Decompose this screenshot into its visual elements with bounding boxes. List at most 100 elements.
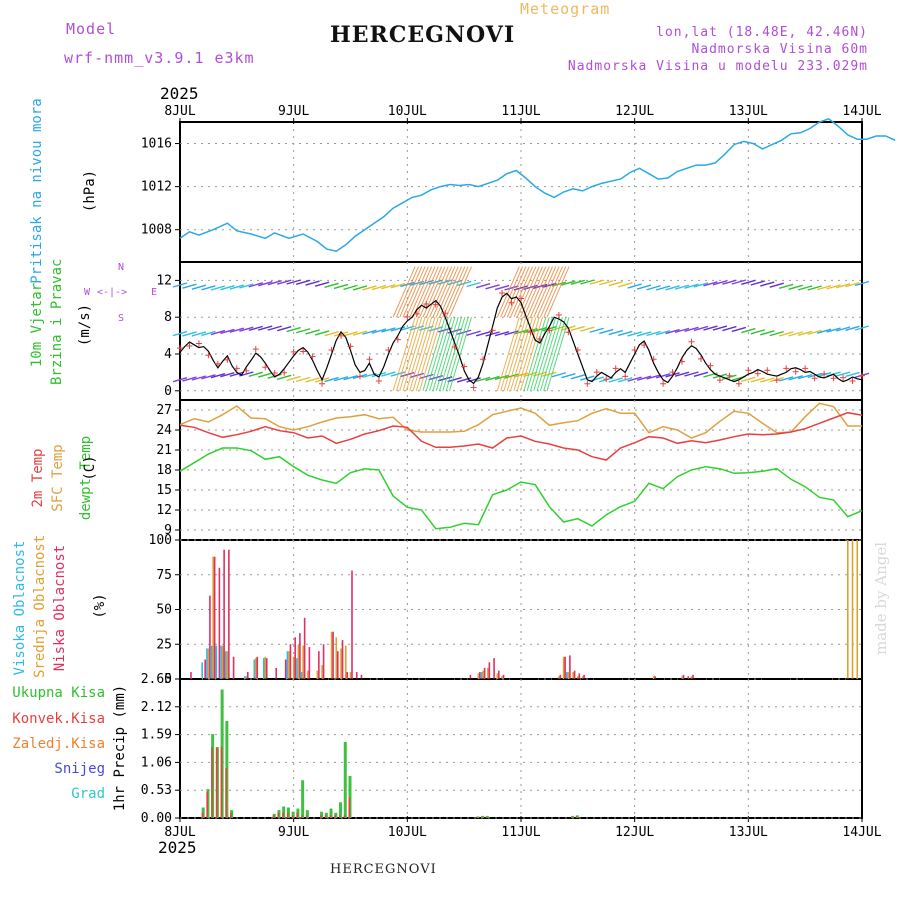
wind-direction-arrow	[599, 328, 614, 335]
high-cloud-bar	[296, 658, 298, 679]
wind-barb-line	[539, 317, 563, 391]
wind-barb-line	[449, 317, 472, 391]
wind-gust-mark	[489, 327, 496, 334]
conv-precip-bar	[206, 791, 209, 818]
wind-direction-arrow	[769, 330, 784, 337]
wind-gust-mark	[262, 364, 269, 371]
mid-cloud-bar	[212, 556, 214, 679]
temp-ytick-label: 18	[156, 463, 172, 478]
high-cloud-bar	[244, 676, 246, 679]
wind-barb-line	[533, 266, 557, 318]
wind-direction-arrow	[466, 281, 481, 288]
cloud-ytick-label: 75	[156, 568, 172, 583]
conv-precip-label: Konvek.Kisa	[12, 711, 105, 727]
wind-gust-mark	[300, 348, 307, 355]
wind-gust-mark	[849, 378, 856, 384]
low-cloud-bar	[275, 667, 278, 679]
low-cloud-bar	[265, 658, 268, 679]
low-cloud-bar	[488, 662, 491, 679]
wind-direction-arrow	[627, 283, 642, 289]
low-cloud-bar	[289, 644, 292, 679]
pressure-ytick-label: 1012	[141, 180, 172, 195]
pressure-ytick-label: 1016	[141, 137, 172, 152]
wind-direction-arrow	[210, 372, 226, 379]
wind-direction-arrow	[655, 285, 671, 291]
mid-cloud-bar	[856, 540, 859, 679]
x-tick-label-top: 11JUL	[501, 104, 540, 119]
wind-barb-line	[500, 266, 524, 318]
high-cloud-bar	[262, 658, 265, 679]
wind-direction-arrow	[693, 282, 709, 288]
wind-gust-mark	[356, 373, 363, 380]
wind-barb-line	[425, 266, 449, 318]
wind-gust-mark	[470, 384, 477, 391]
wind-barb-line	[402, 266, 426, 318]
temp-ytick-label: 15	[156, 483, 172, 498]
wind-gust-mark	[574, 347, 581, 353]
wind-direction-arrow	[324, 282, 339, 289]
wind-barb-line	[506, 317, 530, 391]
low-cloud-bar	[218, 567, 221, 679]
wind-direction-arrow	[760, 281, 775, 287]
wind-gust-mark	[688, 338, 695, 345]
wind-direction-arrow	[172, 330, 188, 337]
x-tick-label-bottom: 11JUL	[501, 825, 540, 840]
low-cloud-bar	[341, 640, 344, 679]
wind-direction-arrow	[646, 330, 661, 337]
wind-direction-arrow	[475, 331, 491, 337]
high-cloud-bar	[253, 659, 256, 679]
wind-barb-line	[520, 266, 543, 318]
precip-ytick-label: 0.00	[141, 811, 172, 826]
wind-direction-arrow	[210, 329, 226, 336]
location-lonlat: lon,lat (18.48E, 42.46N)	[656, 25, 868, 40]
wind-barb-line	[405, 266, 429, 318]
wind-barb-line	[405, 317, 429, 391]
wind-barb-line	[432, 266, 456, 318]
conv-precip-bar	[282, 812, 284, 818]
wind-gust-mark	[243, 367, 250, 374]
low-cloud-bar	[284, 659, 287, 679]
wind-gust-mark	[840, 374, 847, 381]
wind-direction-arrow	[731, 326, 747, 333]
wind-gust-mark	[252, 346, 259, 353]
wind-direction-arrow	[845, 281, 860, 288]
wind-direction-arrow	[248, 325, 263, 332]
wind-barb-line	[546, 317, 570, 391]
wind-gust-mark	[773, 377, 780, 384]
wind-direction-arrow	[551, 372, 567, 378]
mid-cloud-bar	[316, 670, 319, 679]
compass-e: E	[151, 287, 158, 298]
low-cloud-bar	[569, 655, 571, 679]
precip-frame	[179, 678, 863, 819]
wind-barb-line	[526, 266, 550, 318]
low-cloud-bar	[573, 670, 576, 679]
wind-direction-arrow	[655, 329, 671, 336]
conv-precip-bar	[476, 816, 478, 818]
mid-cloud-bar	[690, 676, 693, 679]
wind-direction-arrow	[845, 325, 860, 331]
low-cloud-bar	[564, 656, 566, 679]
high-cloud-bar	[480, 672, 483, 679]
wind-direction-arrow	[580, 279, 595, 285]
wind-direction-arrow	[760, 330, 775, 336]
wind-direction-arrow	[712, 325, 728, 331]
precip-ytick-label: 1.06	[141, 755, 172, 770]
wind-direction-arrow	[826, 327, 841, 333]
low-cloud-bar	[469, 674, 472, 679]
conv-precip-bar	[339, 815, 341, 818]
year-bottom: 2025	[158, 838, 197, 857]
wind-direction-arrow	[684, 283, 699, 289]
conv-precip-bar	[481, 816, 483, 818]
wind-gust-mark	[404, 313, 411, 320]
wind-direction-arrow	[589, 327, 604, 333]
wind-barb-line	[543, 266, 567, 318]
wind-barb-line	[536, 266, 560, 318]
wind-direction-arrow	[248, 282, 263, 288]
wind-barb-line	[442, 266, 466, 318]
total-precip-bar	[305, 810, 309, 818]
wind-gust-mark	[631, 347, 638, 353]
wind-gust-mark	[726, 372, 733, 379]
wind-gust-mark	[783, 365, 790, 372]
low-cloud-bar	[332, 631, 334, 679]
